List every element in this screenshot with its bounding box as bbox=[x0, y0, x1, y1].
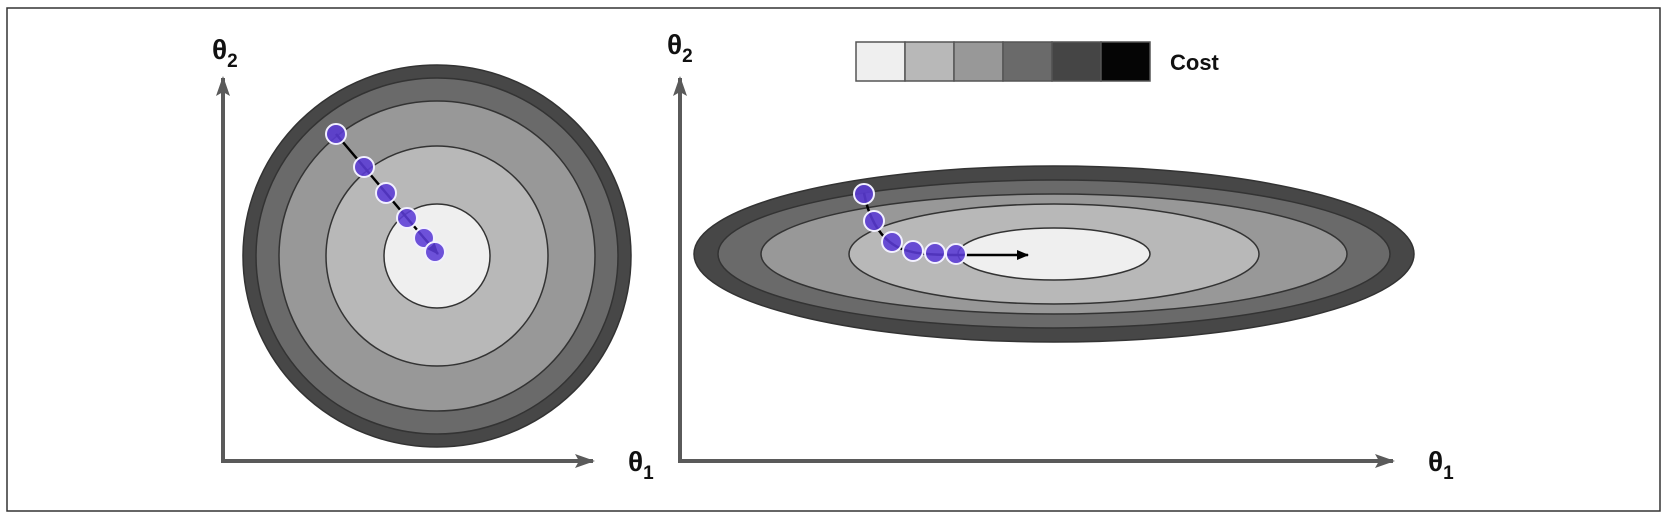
step-point bbox=[945, 243, 967, 265]
cost-legend: Cost bbox=[855, 41, 1220, 82]
figure-frame bbox=[6, 7, 1661, 512]
legend-swatch bbox=[855, 41, 906, 82]
right-contours bbox=[693, 165, 1415, 343]
left-y-axis-label: θ2 bbox=[212, 34, 238, 72]
right-panel: θ2 θ1 bbox=[667, 29, 1454, 484]
legend-swatch bbox=[1051, 41, 1102, 82]
right-y-axis-label: θ2 bbox=[667, 29, 693, 67]
right-x-axis-label: θ1 bbox=[1428, 446, 1454, 484]
legend-swatches bbox=[855, 41, 1151, 82]
legend-swatch bbox=[1100, 41, 1151, 82]
step-point bbox=[863, 210, 885, 232]
step-point bbox=[881, 231, 903, 253]
step-point bbox=[375, 182, 397, 204]
step-point bbox=[325, 123, 347, 145]
step-point bbox=[424, 241, 446, 263]
legend-swatch bbox=[1002, 41, 1053, 82]
step-point bbox=[353, 156, 375, 178]
left-step-points bbox=[325, 123, 446, 263]
step-point bbox=[902, 240, 924, 262]
legend-swatch bbox=[904, 41, 955, 82]
left-panel: θ2 θ1 bbox=[212, 34, 654, 484]
legend-swatch bbox=[953, 41, 1004, 82]
right-step-points bbox=[853, 183, 967, 265]
legend-label: Cost bbox=[1170, 50, 1220, 75]
step-point bbox=[924, 242, 946, 264]
step-point bbox=[396, 207, 418, 229]
left-x-axis-label: θ1 bbox=[628, 446, 654, 484]
step-point bbox=[853, 183, 875, 205]
